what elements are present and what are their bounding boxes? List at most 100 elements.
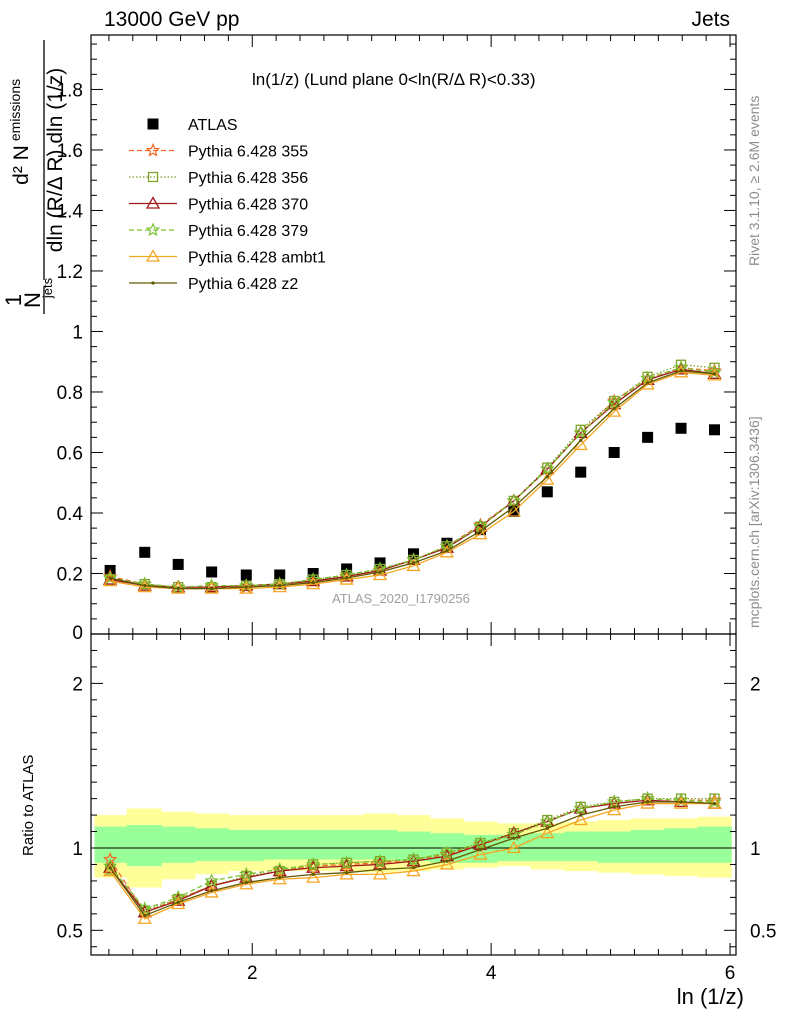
data-point xyxy=(151,281,155,285)
process-label: Jets xyxy=(691,8,730,31)
legend-entry: Pythia 6.428 ambt1 xyxy=(188,250,326,267)
data-point xyxy=(473,835,488,850)
legend-entry: Pythia 6.428 356 xyxy=(188,170,308,187)
data-point xyxy=(679,800,683,804)
data-point xyxy=(172,558,184,570)
stat-band xyxy=(597,831,632,863)
ylabel-numerator: d² N xyxy=(10,145,33,185)
ylabel-jets-sub: jets xyxy=(40,277,55,299)
data-point xyxy=(244,880,248,885)
data-point xyxy=(176,587,180,591)
data-point xyxy=(473,847,488,860)
chart-title: ln(1/z) (Lund plane 0<ln(R/Δ R)<0.33) xyxy=(252,70,536,89)
data-point xyxy=(478,848,482,852)
main-series-6 xyxy=(108,369,717,591)
data-point xyxy=(278,876,282,880)
legend-entry: Pythia 6.428 370 xyxy=(188,197,308,214)
data-point xyxy=(108,576,112,580)
data-point xyxy=(642,431,654,443)
y-tick-label: 0 xyxy=(72,623,83,644)
data-point xyxy=(512,836,516,840)
data-point xyxy=(102,570,118,585)
ylabel-one: 1 xyxy=(1,294,26,306)
data-point xyxy=(345,576,349,580)
data-point xyxy=(411,561,416,565)
stat-band xyxy=(329,829,364,860)
data-point xyxy=(143,913,147,918)
y-tick-label: 1.8 xyxy=(57,80,83,101)
data-point xyxy=(441,537,453,549)
ratio-plot-frame xyxy=(90,633,737,956)
data-point xyxy=(378,570,382,574)
data-point xyxy=(145,142,161,157)
data-point xyxy=(640,370,655,385)
data-point xyxy=(145,249,161,262)
stat-band xyxy=(664,828,699,863)
main-series-4 xyxy=(102,360,722,594)
y-tick-label: 0.2 xyxy=(57,564,83,585)
y-tick-label: 1 xyxy=(72,322,83,343)
data-point xyxy=(372,853,388,868)
ylabel-n: N xyxy=(20,292,45,308)
data-point xyxy=(176,900,180,904)
data-point xyxy=(579,813,583,817)
ratio-y-tick-label: 1 xyxy=(72,839,83,860)
rivet-label: Rivet 3.1.10, ≥ 2.6M events xyxy=(746,95,762,266)
data-point xyxy=(573,425,588,438)
y-tick-label: 1.2 xyxy=(57,262,83,283)
data-point xyxy=(439,538,455,553)
data-point xyxy=(545,826,549,830)
stat-band xyxy=(296,829,331,860)
data-point xyxy=(478,529,482,533)
data-point xyxy=(540,825,555,839)
data-point xyxy=(506,493,522,508)
data-point xyxy=(206,566,218,578)
ratio-y-tick-label: 2 xyxy=(72,674,83,695)
mcplots-label: mcplots.cern.ch [arXiv:1306.3436] xyxy=(746,416,762,628)
legend-entry: Pythia 6.428 z2 xyxy=(188,276,298,293)
data-point xyxy=(707,368,722,381)
analysis-id: ATLAS_2020_I1790256 xyxy=(332,591,470,606)
data-point xyxy=(278,583,282,588)
data-point xyxy=(145,222,161,237)
data-point xyxy=(306,870,321,883)
data-point xyxy=(147,118,159,130)
data-point xyxy=(406,863,421,877)
data-point xyxy=(540,814,555,828)
data-point xyxy=(171,889,186,904)
data-point xyxy=(339,855,354,869)
data-point xyxy=(573,812,588,826)
data-point xyxy=(339,867,354,880)
data-point xyxy=(675,422,687,434)
ratio-y-tick-label-right: 1 xyxy=(750,839,761,860)
ylabel-denominator: dln (R/Δ R) dln (1/z) xyxy=(44,68,67,252)
data-point xyxy=(545,475,549,479)
data-point xyxy=(102,863,118,877)
ratio-series-4 xyxy=(102,796,722,924)
data-point xyxy=(679,369,683,373)
stat-band xyxy=(228,829,264,862)
stat-band xyxy=(564,831,598,862)
data-point xyxy=(612,407,616,411)
ratio-y-tick-label: 0.5 xyxy=(57,921,83,942)
y-tick-label: 0.8 xyxy=(57,383,83,404)
data-point xyxy=(305,856,321,871)
data-point xyxy=(147,171,159,183)
x-tick-label: 2 xyxy=(247,963,258,984)
data-point xyxy=(445,549,449,553)
y-tick-label: 1.6 xyxy=(57,141,83,162)
data-point xyxy=(210,587,214,591)
data-point xyxy=(345,871,349,875)
data-point xyxy=(540,461,555,476)
data-point xyxy=(411,866,416,870)
stat-band xyxy=(94,826,128,863)
data-point xyxy=(210,889,214,893)
data-point xyxy=(244,585,248,589)
data-point xyxy=(445,859,449,863)
data-point xyxy=(102,573,118,587)
data-point xyxy=(612,805,616,809)
data-point xyxy=(439,845,455,860)
data-point xyxy=(506,504,521,517)
data-point xyxy=(573,425,588,439)
